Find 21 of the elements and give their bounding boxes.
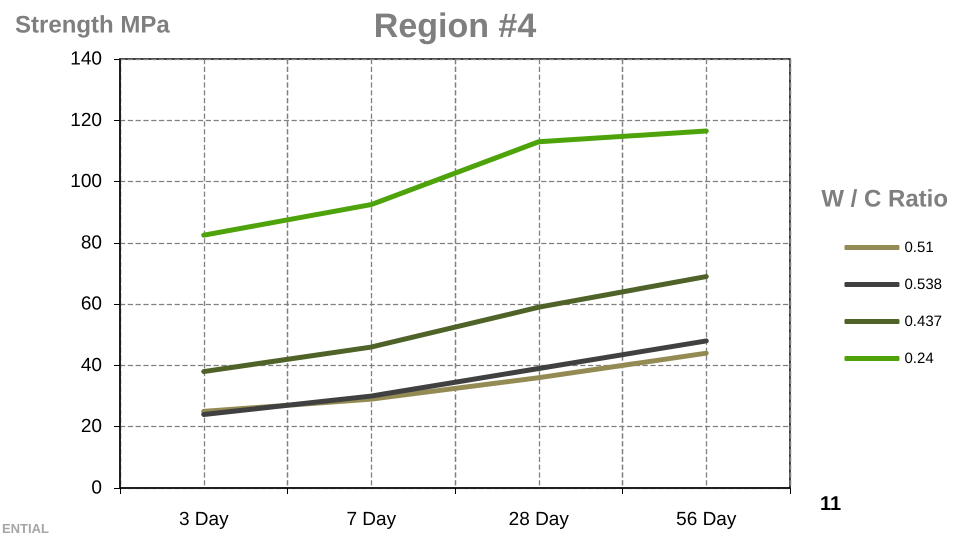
x-tick-label: 28 Day [508,509,570,530]
y-tick-label: 20 [80,416,102,438]
x-tick-label: 56 Day [676,509,737,530]
x-tick-label: 3 Day [178,509,230,530]
legend-label: 0.51 [904,239,934,256]
text: ENTIAL [2,521,49,536]
legend-label: 0.538 [904,276,942,293]
x-tick-label: 7 Day [346,509,397,530]
y-tick-label: 60 [80,294,102,315]
y-tick-label: 80 [80,232,102,254]
text: 11 [820,493,842,515]
y-tick-label: 0 [91,478,102,498]
y-tick-label: 100 [70,171,102,192]
legend-label: 0.437 [904,313,942,330]
y-tick-label: 40 [80,354,102,376]
y-tick-label: 140 [70,48,102,70]
y-tick-label: 120 [70,110,102,131]
y-axis-title: Strength MPa [15,12,170,38]
legend-label: 0.24 [904,350,934,367]
legend-title: W / C Ratio [821,186,948,212]
chart-title: Region #4 [374,7,536,45]
